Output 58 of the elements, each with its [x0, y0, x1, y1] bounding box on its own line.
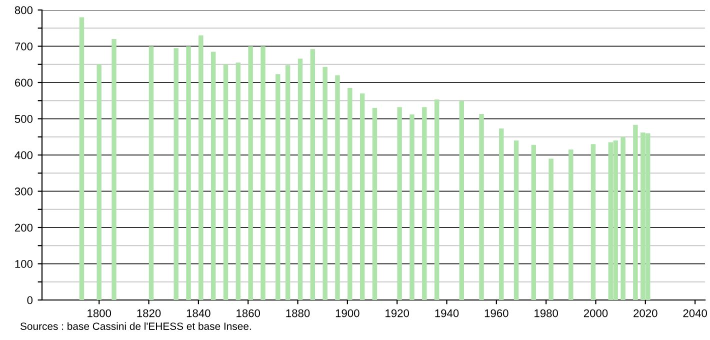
x-tick-label: 1980	[534, 309, 558, 318]
bar	[210, 52, 216, 300]
bar	[348, 88, 352, 300]
x-tick-label: 1840	[186, 309, 210, 318]
x-tick-label: 2000	[584, 309, 608, 318]
bar	[148, 46, 154, 300]
x-tick-label: 1960	[484, 309, 508, 318]
bar	[372, 108, 378, 300]
x-tick-label: 2020	[634, 309, 658, 318]
bar	[633, 124, 638, 300]
bar	[499, 128, 504, 300]
bar	[186, 46, 191, 300]
y-tick-label: 100	[15, 260, 33, 268]
x-tick-label: 1920	[386, 309, 410, 318]
x-tick-label: 1940	[435, 309, 459, 318]
bar	[260, 46, 266, 300]
bar	[422, 107, 427, 300]
source-note: Sources : base Cassini de l'EHESS et base Insee.	[20, 322, 251, 330]
bar	[285, 65, 290, 300]
y-tick-label: 400	[14, 151, 33, 160]
bar	[531, 144, 536, 300]
bar	[479, 114, 484, 300]
bar	[276, 74, 280, 300]
bar	[112, 39, 116, 300]
y-tick-label: 200	[14, 224, 33, 232]
x-tick-label: 1800	[88, 309, 112, 318]
bar	[514, 140, 519, 300]
y-tick-label: 500	[14, 115, 33, 123]
bar	[620, 136, 626, 300]
x-tick-label: 1880	[286, 309, 310, 318]
y-tick-label: 0	[27, 296, 33, 304]
bar	[310, 49, 316, 300]
y-tick-label: 300	[14, 188, 33, 196]
bar	[96, 64, 102, 300]
bar	[397, 107, 402, 300]
y-tick-label: 700	[15, 42, 33, 50]
bar	[236, 62, 241, 300]
bar	[335, 75, 340, 300]
bar	[79, 17, 84, 300]
bar	[198, 35, 204, 300]
x-tick-label: 1860	[236, 309, 260, 318]
y-tick-label: 600	[15, 78, 33, 87]
bar	[322, 66, 328, 300]
bar	[548, 158, 554, 300]
bar	[590, 144, 596, 300]
x-tick-label: 2040	[683, 309, 707, 318]
bar	[434, 100, 440, 300]
bar	[568, 150, 574, 300]
bar	[298, 58, 303, 300]
y-tick-label: 800	[14, 6, 33, 14]
bar	[410, 114, 414, 300]
bar	[360, 93, 365, 300]
bar	[248, 46, 253, 300]
bar	[459, 100, 464, 300]
bar	[223, 64, 228, 300]
x-tick-label: 1900	[336, 309, 360, 318]
x-tick-label: 1820	[137, 309, 161, 318]
bar	[174, 48, 178, 300]
